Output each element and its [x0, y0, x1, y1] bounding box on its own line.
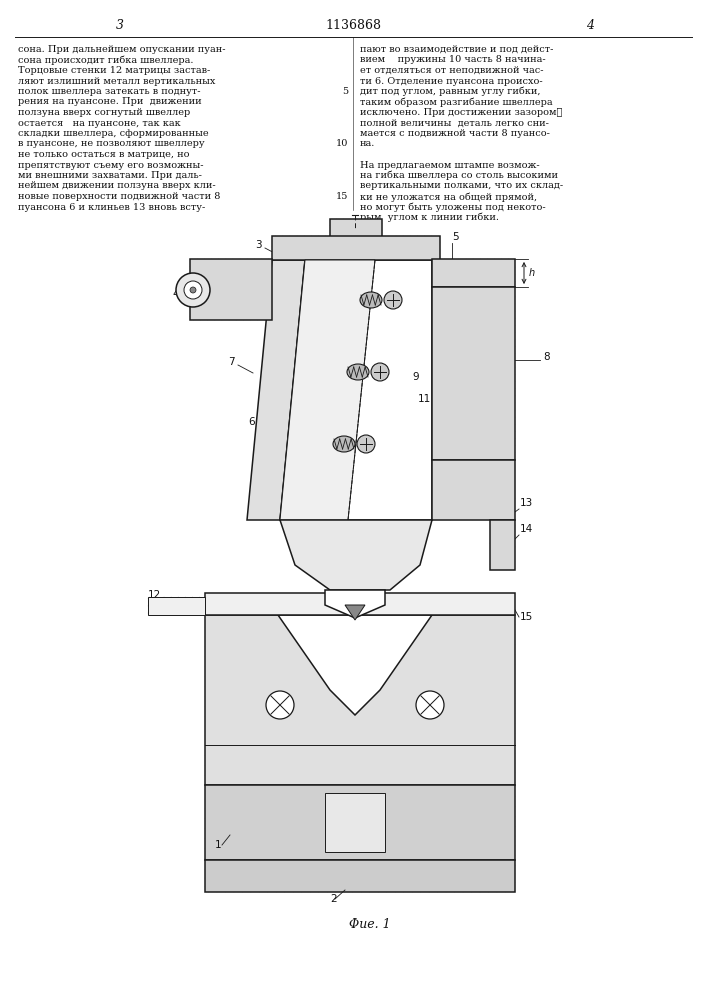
- Text: 3: 3: [255, 240, 262, 250]
- Ellipse shape: [333, 436, 355, 452]
- Text: 8: 8: [543, 352, 549, 362]
- Text: h: h: [529, 268, 535, 278]
- Text: 4: 4: [586, 19, 594, 32]
- Text: не только остаться в матрице, но: не только остаться в матрице, но: [18, 150, 189, 159]
- Text: пают во взаимодействие и под дейст-: пают во взаимодействие и под дейст-: [360, 45, 554, 54]
- Text: 6: 6: [248, 417, 255, 427]
- Text: в пуансоне, не позволяют швеллеру: в пуансоне, не позволяют швеллеру: [18, 139, 204, 148]
- Circle shape: [266, 691, 294, 719]
- Circle shape: [384, 291, 402, 309]
- Text: 15: 15: [520, 612, 533, 622]
- Text: сона происходит гибка швеллера.: сона происходит гибка швеллера.: [18, 55, 194, 65]
- Text: пуансона 6 и клиньев 13 вновь всту-: пуансона 6 и клиньев 13 вновь всту-: [18, 202, 205, 212]
- Text: 5: 5: [342, 87, 348, 96]
- Text: 2: 2: [330, 894, 337, 904]
- Text: 15: 15: [336, 192, 348, 201]
- Text: мается с подвижной части 8 пуансо-: мается с подвижной части 8 пуансо-: [360, 129, 550, 138]
- Polygon shape: [490, 520, 515, 570]
- Text: 5: 5: [452, 232, 459, 242]
- Polygon shape: [247, 260, 305, 520]
- Circle shape: [371, 363, 389, 381]
- Ellipse shape: [360, 292, 382, 308]
- Text: 11: 11: [418, 394, 431, 404]
- Bar: [205, 860, 515, 892]
- Text: t: t: [367, 581, 370, 590]
- Text: на.: на.: [360, 139, 375, 148]
- Text: нейшем движении ползуна вверх кли-: нейшем движении ползуна вверх кли-: [18, 182, 216, 190]
- Text: на гибка швеллера со столь высокими: на гибка швеллера со столь высокими: [360, 171, 558, 180]
- Circle shape: [357, 435, 375, 453]
- Text: 3: 3: [116, 19, 124, 32]
- Bar: [205, 593, 515, 615]
- Text: 1136868: 1136868: [325, 19, 381, 32]
- Text: ползуна вверх согнутый швеллер: ползуна вверх согнутый швеллер: [18, 108, 190, 117]
- Text: вием    пружины 10 часть 8 начина-: вием пружины 10 часть 8 начина-: [360, 55, 546, 64]
- Text: 14: 14: [520, 524, 533, 534]
- Bar: [325, 793, 385, 852]
- Text: 12: 12: [148, 590, 161, 600]
- Polygon shape: [280, 520, 432, 590]
- Text: препятствуют съему его возможны-: препятствуют съему его возможны-: [18, 160, 204, 169]
- Ellipse shape: [347, 364, 369, 380]
- Text: таким образом разгибание швеллера: таким образом разгибание швеллера: [360, 98, 553, 107]
- Text: ет отделяться от неподвижной час-: ет отделяться от неподвижной час-: [360, 66, 544, 75]
- Text: но могут быть уложены под некото-: но могут быть уложены под некото-: [360, 202, 546, 212]
- Bar: [190, 259, 272, 320]
- Text: Φue. 1: Φue. 1: [349, 918, 391, 932]
- Text: ти 6. Отделение пуансона происхо-: ти 6. Отделение пуансона происхо-: [360, 77, 543, 86]
- Circle shape: [176, 273, 210, 307]
- Bar: [330, 219, 382, 237]
- Bar: [148, 597, 205, 615]
- Text: рения на пуансоне. При  движении: рения на пуансоне. При движении: [18, 98, 201, 106]
- Circle shape: [416, 691, 444, 719]
- Text: 10: 10: [295, 402, 308, 412]
- Text: На предлагаемом штампе возмож-: На предлагаемом штампе возмож-: [360, 160, 539, 169]
- Text: исключено. При достижении зазоромℓ: исключено. При достижении зазоромℓ: [360, 108, 562, 117]
- Text: 1: 1: [215, 840, 221, 850]
- Text: 9: 9: [412, 372, 419, 382]
- Text: остается   на пуансоне, так как: остается на пуансоне, так как: [18, 118, 181, 127]
- Polygon shape: [280, 260, 375, 520]
- Text: ми внешними захватами. При даль-: ми внешними захватами. При даль-: [18, 171, 202, 180]
- Text: вертикальными полками, что их склад-: вертикальными полками, что их склад-: [360, 182, 563, 190]
- Text: сона. При дальнейшем опускании пуан-: сона. При дальнейшем опускании пуан-: [18, 45, 226, 54]
- Text: новые поверхности подвижной части 8: новые поверхности подвижной части 8: [18, 192, 221, 201]
- Text: 4: 4: [172, 289, 179, 299]
- Text: ляют излишний металл вертикальных: ляют излишний металл вертикальных: [18, 77, 216, 86]
- Text: рым  углом к линии гибки.: рым углом к линии гибки.: [360, 213, 499, 223]
- Bar: [432, 287, 515, 460]
- Text: дит под углом, равным углу гибки,: дит под углом, равным углу гибки,: [360, 87, 540, 97]
- Polygon shape: [345, 605, 365, 620]
- Bar: [205, 615, 515, 785]
- Bar: [432, 259, 515, 287]
- Text: 7: 7: [228, 357, 235, 367]
- Polygon shape: [325, 590, 385, 618]
- Polygon shape: [280, 260, 432, 520]
- Bar: [205, 785, 515, 860]
- Text: полок швеллера затекать в поднут-: полок швеллера затекать в поднут-: [18, 87, 201, 96]
- Text: складки швеллера, сформированные: складки швеллера, сформированные: [18, 129, 209, 138]
- Text: Торцовые стенки 12 матрицы застав-: Торцовые стенки 12 матрицы застав-: [18, 66, 210, 75]
- Circle shape: [184, 281, 202, 299]
- Polygon shape: [278, 615, 432, 715]
- Bar: [272, 236, 440, 260]
- Circle shape: [190, 287, 196, 293]
- Polygon shape: [432, 460, 515, 520]
- Text: 10: 10: [336, 139, 348, 148]
- Text: ки не уложатся на общей прямой,: ки не уложатся на общей прямой,: [360, 192, 537, 202]
- Text: полной величины  деталь легко сни-: полной величины деталь легко сни-: [360, 118, 549, 127]
- Text: 13: 13: [520, 498, 533, 508]
